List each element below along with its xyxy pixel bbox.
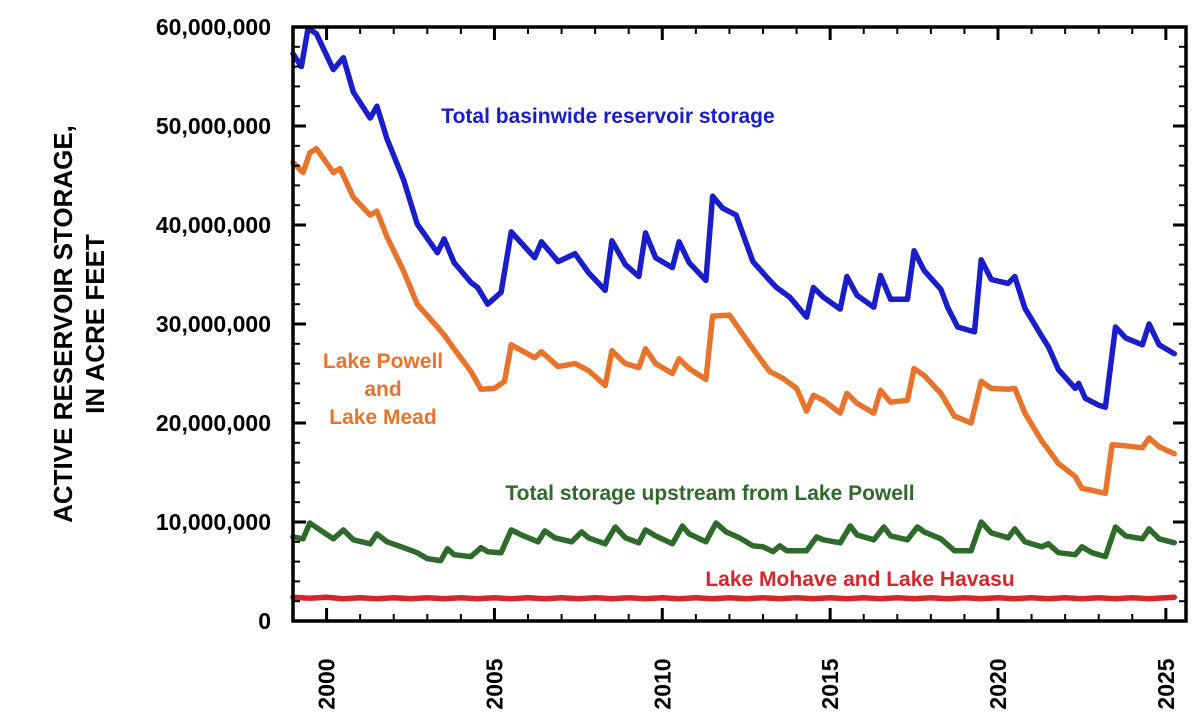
series-label-total-storage-upstream-from-lake-powell: Total storage upstream from Lake Powell [505, 482, 914, 505]
series-label-lake-mohave-and-lake-havasu: Lake Mohave and Lake Havasu [705, 568, 1014, 591]
x-tick-label: 2000 [314, 658, 340, 709]
x-tick-label: 2005 [481, 658, 507, 709]
series-label-lake-powell-and-lake-mead-line-2: and [364, 378, 401, 401]
x-tick-label: 2010 [649, 658, 675, 709]
series-line-lake-powell-and-lake-mead [290, 146, 1178, 497]
series-layer [290, 25, 1178, 602]
series-line-total-storage-upstream-from-lake-powell [290, 519, 1178, 564]
x-tick-label: 2015 [817, 658, 843, 709]
axes: 0 10,000,000 20,000,000 30,000,000 40,000,00… [48, 14, 1188, 710]
y-tick-label: 0 [258, 608, 271, 634]
y-tick-label: 30,000,000 [156, 311, 271, 337]
y-tick-label: 10,000,000 [156, 509, 271, 535]
y-tick-label: 40,000,000 [156, 212, 271, 238]
y-tick-label: 20,000,000 [156, 410, 271, 436]
x-tick-label: 2020 [985, 658, 1011, 709]
x-tick-label: 2025 [1153, 658, 1179, 709]
y-tick-label: 50,000,000 [156, 113, 271, 139]
series-labels: Total basinwide reservoir storage Lake Po… [323, 105, 1015, 591]
y-axis-title-line-2: IN ACRE FEET [80, 234, 110, 414]
series-line-total-basinwide-reservoir-storage [290, 25, 1178, 410]
y-axis-title-line-1: ACTIVE RESERVOIR STORAGE, [48, 125, 78, 523]
series-label-total-basinwide-reservoir-storage: Total basinwide reservoir storage [441, 105, 774, 128]
series-label-lake-powell-and-lake-mead-line-1: Lake Powell [323, 350, 443, 373]
series-label-lake-powell-and-lake-mead-line-3: Lake Mead [329, 406, 436, 429]
y-tick-label: 60,000,000 [156, 14, 271, 40]
series-line-lake-mohave-and-lake-havasu [290, 594, 1178, 602]
